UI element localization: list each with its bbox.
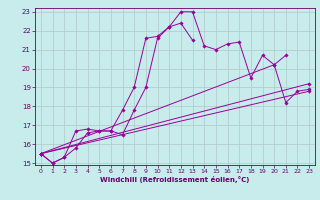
X-axis label: Windchill (Refroidissement éolien,°C): Windchill (Refroidissement éolien,°C) (100, 176, 250, 183)
